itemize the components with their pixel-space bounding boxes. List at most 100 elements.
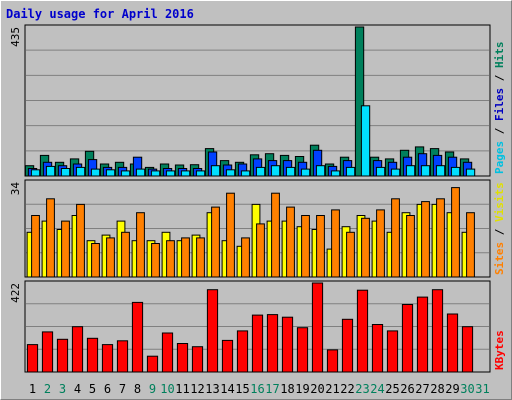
bar-pages-day-30 [465, 168, 476, 177]
bar-sites-day-7 [121, 231, 130, 278]
x-tick-label-day-28: 28 [430, 382, 444, 396]
bar-kbytes-day-28 [431, 289, 444, 373]
bar-pages-day-7 [120, 170, 131, 177]
y-max-label-kbytes: 422 [9, 283, 22, 303]
bar-sites-day-3 [61, 220, 70, 278]
x-tick-label-day-27: 27 [415, 382, 429, 396]
bar-sites-day-26 [406, 215, 415, 278]
bar-kbytes-day-3 [56, 338, 69, 373]
x-tick-label-day-18: 18 [280, 382, 294, 396]
bar-sites-day-6 [106, 237, 115, 278]
x-tick-label-day-9: 9 [149, 382, 156, 396]
legend-item-kbytes: KBytes [493, 330, 506, 370]
bar-pages-day-12 [195, 170, 206, 177]
legend-item-visits: Visits [493, 182, 506, 222]
x-tick-label-day-10: 10 [160, 382, 174, 396]
bar-pages-day-11 [180, 170, 191, 177]
bar-sites-day-8 [136, 212, 145, 278]
legend-separator: / [493, 222, 506, 242]
bar-kbytes-day-19 [296, 327, 309, 373]
bar-pages-day-5 [90, 168, 101, 177]
bar-pages-day-20 [315, 165, 326, 177]
bar-sites-day-9 [151, 243, 160, 278]
bar-pages-day-18 [285, 166, 296, 177]
bar-pages-day-4 [75, 166, 86, 177]
bar-kbytes-day-10 [161, 332, 174, 373]
bar-sites-day-10 [166, 240, 175, 278]
bar-kbytes-day-16 [251, 314, 264, 373]
bar-kbytes-day-21 [326, 349, 339, 373]
bar-hits-day-23 [354, 26, 365, 177]
x-tick-label-day-13: 13 [205, 382, 219, 396]
bar-kbytes-day-30 [461, 326, 474, 373]
bar-pages-day-3 [60, 168, 71, 177]
legend-item-sites: Sites [493, 242, 506, 275]
x-tick-label-day-11: 11 [175, 382, 189, 396]
x-tick-label-day-17: 17 [265, 382, 279, 396]
bar-kbytes-day-20 [311, 282, 324, 373]
chart-title: Daily usage for April 2016 [6, 7, 194, 21]
y-max-label-visits-sites: 34 [9, 182, 22, 196]
legend-separator: / [493, 68, 506, 88]
bar-kbytes-day-4 [71, 326, 84, 373]
y-max-label-hits-files-pages: 435 [9, 27, 22, 47]
x-tick-label-day-19: 19 [295, 382, 309, 396]
x-tick-label-day-5: 5 [89, 382, 96, 396]
bar-kbytes-day-14 [221, 339, 234, 373]
bar-sites-day-11 [181, 237, 190, 278]
bar-kbytes-day-18 [281, 316, 294, 373]
bar-sites-day-19 [301, 215, 310, 278]
x-tick-label-day-12: 12 [190, 382, 204, 396]
bar-kbytes-day-11 [176, 343, 189, 373]
bar-pages-day-17 [270, 165, 281, 177]
bar-sites-day-1 [31, 215, 40, 278]
bar-kbytes-day-6 [101, 344, 114, 373]
bar-sites-day-15 [241, 237, 250, 278]
legend-separator: / [493, 121, 506, 141]
bar-pages-day-14 [225, 169, 236, 177]
bar-sites-day-30 [466, 212, 475, 278]
bar-pages-day-21 [330, 170, 341, 177]
bar-pages-day-22 [345, 166, 356, 177]
x-tick-label-day-2: 2 [44, 382, 51, 396]
bar-kbytes-day-7 [116, 340, 129, 373]
x-tick-label-day-7: 7 [119, 382, 126, 396]
legend-item-hits: Hits [493, 42, 506, 69]
bar-pages-day-2 [45, 165, 56, 177]
bar-pages-day-27 [420, 165, 431, 177]
x-tick-label-day-25: 25 [385, 382, 399, 396]
x-tick-label-day-4: 4 [74, 382, 81, 396]
x-tick-label-day-14: 14 [220, 382, 234, 396]
bar-kbytes-day-23 [356, 289, 369, 373]
bar-pages-day-15 [240, 170, 251, 177]
bar-kbytes-day-9 [146, 355, 159, 373]
bar-sites-day-21 [331, 209, 340, 278]
bar-pages-day-29 [450, 166, 461, 177]
panel-hits-files-pages: 435 Pages / Files / Hits [9, 24, 506, 177]
bar-pages-day-9 [150, 170, 161, 177]
bar-pages-day-1 [30, 169, 41, 177]
bar-pages-day-13 [210, 165, 221, 177]
legend-hits-files-pages: Pages / Files / Hits [493, 42, 506, 175]
bar-sites-day-28 [436, 198, 445, 278]
bar-kbytes-day-26 [401, 304, 414, 373]
bar-kbytes-day-13 [206, 289, 219, 373]
bar-pages-day-26 [405, 165, 416, 177]
bar-sites-day-23 [361, 217, 370, 278]
legend-visits-sites: Sites / Visits [493, 182, 506, 275]
bar-pages-day-23 [360, 105, 371, 177]
bar-sites-day-29 [451, 187, 460, 278]
x-tick-label-day-15: 15 [235, 382, 249, 396]
x-tick-label-day-6: 6 [104, 382, 111, 396]
bar-sites-day-16 [256, 223, 265, 278]
x-tick-label-day-1: 1 [29, 382, 36, 396]
bar-pages-day-6 [105, 169, 116, 177]
bar-pages-day-10 [165, 170, 176, 177]
bar-sites-day-12 [196, 237, 205, 278]
x-tick-label-day-30: 30 [460, 382, 474, 396]
bar-pages-day-25 [390, 168, 401, 177]
bar-pages-day-8 [135, 168, 146, 177]
x-tick-label-day-31: 31 [475, 382, 489, 396]
x-tick-label-day-16: 16 [250, 382, 264, 396]
